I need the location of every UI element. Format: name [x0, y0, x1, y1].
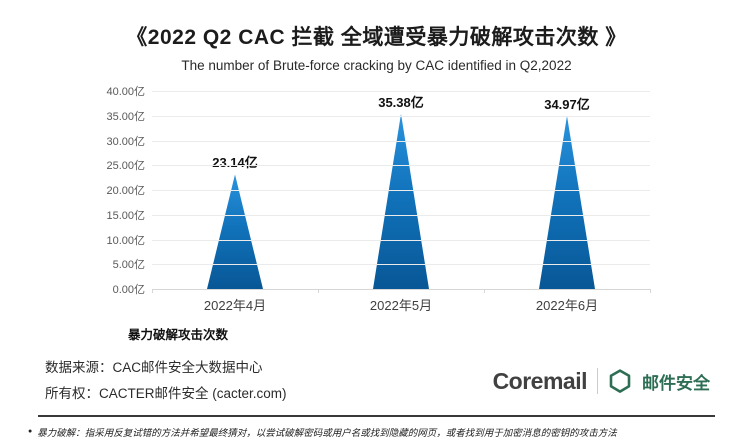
data-label: 23.14亿 [212, 155, 258, 171]
x-tick-label: 2022年4月 [203, 298, 267, 313]
footer: 数据来源：CAC邮件安全大数据中心 所有权：CACTER邮件安全 (cacter… [45, 355, 710, 407]
ownership-text: 所有权：CACTER邮件安全 (cacter.com) [45, 386, 287, 401]
triangle-bar [539, 115, 595, 289]
x-axis-tick [152, 289, 153, 293]
gridline [152, 190, 650, 191]
data-source-text: 数据来源：CAC邮件安全大数据中心 [45, 360, 263, 375]
coremail-wordmark: Coremail [492, 367, 588, 394]
x-tick-label: 2022年5月 [369, 298, 433, 313]
gridline [152, 239, 650, 241]
page-subtitle: The number of Brute-force cracking by CA… [181, 58, 572, 73]
x-axis-line [152, 289, 650, 290]
gridline [152, 264, 650, 266]
x-axis-labels: 2022年4月 2022年5月 2022年6月 [152, 295, 650, 314]
gridline [152, 165, 650, 167]
gridline [152, 140, 650, 142]
data-label: 34.97亿 [544, 96, 590, 112]
x-axis-tick [484, 289, 485, 293]
y-tick-label: 25.00亿 [106, 160, 145, 173]
y-tick-label: 15.00亿 [106, 209, 145, 222]
gridline [152, 115, 650, 117]
gridline [152, 214, 650, 216]
y-tick-label: 5.00亿 [112, 259, 145, 272]
footnote-divider [38, 415, 715, 417]
data-label: 35.38亿 [378, 94, 424, 110]
footnote: ● 暴力破解：指采用反复试错的方法并希望最终猜对，以尝试破解密码或用户名或找到隐… [28, 425, 725, 439]
bullet-icon: ● [28, 428, 33, 435]
gridline [152, 91, 650, 92]
y-tick-label: 10.00亿 [106, 234, 145, 247]
page-title: 《2022 Q2 CAC 拦截 全域遭受暴力破解攻击次数 》 [126, 26, 627, 49]
x-axis-tick [318, 289, 319, 293]
y-axis: 40.00亿 35.00亿 30.00亿 25.00亿 20.00亿 15.00亿 10.0… [98, 86, 152, 296]
x-axis-tick [650, 289, 651, 293]
y-tick-label: 30.00亿 [106, 135, 145, 148]
bar-column: 23.14亿 [152, 91, 318, 289]
brand-product-name: 邮件安全 [642, 373, 710, 393]
y-tick-label: 20.00亿 [106, 185, 145, 197]
y-tick-label: 35.00亿 [106, 110, 145, 123]
triangle-bar [207, 174, 263, 289]
source-block: 数据来源：CAC邮件安全大数据中心 所有权：CACTER邮件安全 (cacter… [45, 355, 287, 407]
footnote-text: 暴力破解：指采用反复试错的方法并希望最终猜对，以尝试破解密码或用户名或找到隐藏的… [37, 428, 617, 439]
legend-label: 暴力破解攻击次数 [128, 328, 229, 342]
logo-divider [597, 368, 598, 394]
y-tick-label: 40.00亿 [106, 86, 145, 98]
legend: 暴力破解攻击次数 [128, 324, 753, 343]
plot-area: 23.14亿 35.38亿 34.97亿 [152, 91, 651, 293]
bar-column: 35.38亿 [318, 91, 484, 289]
y-tick-label: 0.00亿 [112, 284, 145, 296]
bar-columns: 23.14亿 35.38亿 34.97亿 [152, 91, 650, 289]
hexagon-shield-icon [608, 369, 632, 393]
bar-chart: 40.00亿 35.00亿 30.00亿 25.00亿 20.00亿 15.00亿 10.0… [98, 86, 651, 314]
brand-logos: Coremail 邮件安全 [493, 368, 710, 395]
bar-column: 34.97亿 [484, 91, 650, 289]
x-tick-label: 2022年6月 [535, 298, 599, 313]
